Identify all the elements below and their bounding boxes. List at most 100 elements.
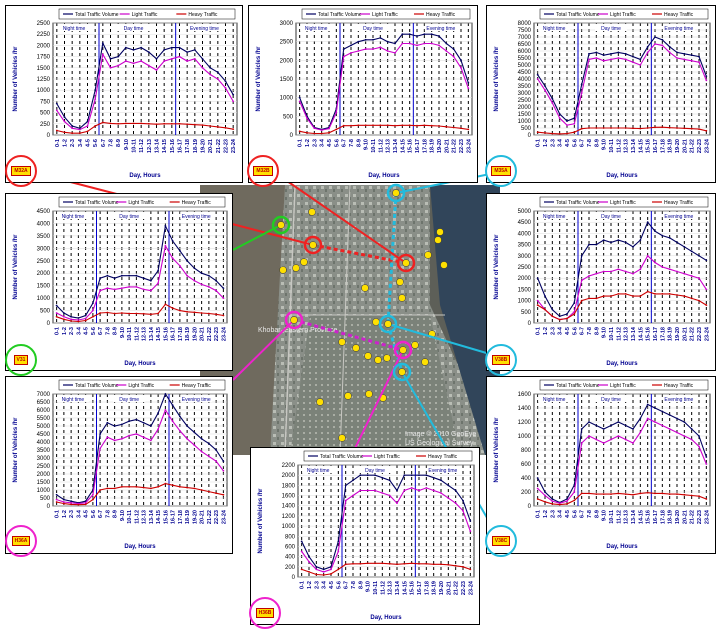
station-tag-label: V38B bbox=[491, 355, 511, 365]
data-point-heavy bbox=[193, 123, 196, 126]
legend bbox=[539, 196, 709, 208]
data-point-total bbox=[705, 456, 708, 458]
data-point-light bbox=[350, 51, 352, 54]
x-tick-label: 13-14 bbox=[631, 509, 637, 524]
series-line-total bbox=[301, 474, 471, 570]
x-tick-label: 8-9 bbox=[116, 139, 122, 147]
x-tick-label: 8-9 bbox=[594, 327, 600, 335]
x-tick-label: 16-17 bbox=[653, 139, 659, 153]
x-tick-label: 20-21 bbox=[682, 139, 688, 153]
period-label: Night time bbox=[543, 26, 566, 32]
data-point-light bbox=[222, 469, 225, 472]
x-tick-label: 7-8 bbox=[349, 139, 355, 147]
data-point-light bbox=[460, 66, 462, 69]
x-tick-label: 8-9 bbox=[356, 139, 362, 147]
y-tick-label: 1400 bbox=[518, 406, 532, 412]
period-label: Night time bbox=[62, 397, 85, 403]
data-point-heavy bbox=[91, 315, 94, 318]
data-point-total bbox=[142, 277, 145, 280]
data-point-light bbox=[624, 58, 627, 61]
station-tag-label: V31 bbox=[13, 355, 29, 365]
station-tag-v38b: V38B bbox=[485, 344, 517, 376]
data-point-light bbox=[113, 288, 116, 291]
y-tick-label: 0 bbox=[292, 575, 296, 581]
x-tick-label: 14-15 bbox=[156, 510, 162, 524]
period-label-bg bbox=[56, 212, 89, 219]
period-label-bg bbox=[426, 466, 459, 473]
data-point-light bbox=[425, 487, 428, 489]
data-point-heavy bbox=[646, 290, 649, 293]
data-point-total bbox=[78, 127, 81, 130]
data-point-light bbox=[142, 288, 145, 291]
data-point-heavy bbox=[705, 129, 708, 132]
data-point-total bbox=[222, 460, 225, 463]
legend-entry: Heavy Traffic bbox=[664, 12, 694, 18]
x-tick-label: 15-16 bbox=[170, 139, 176, 153]
data-point-total bbox=[624, 241, 627, 244]
y-tick-label: 3000 bbox=[518, 254, 532, 260]
y-tick-label: 2000 bbox=[518, 105, 532, 111]
data-point-heavy bbox=[86, 130, 89, 133]
traffic-chart-v31: Night time Day time Evening time Total Traf… bbox=[5, 193, 233, 371]
survey-point bbox=[352, 344, 360, 352]
data-point-heavy bbox=[62, 502, 65, 505]
x-tick-label: 13-14 bbox=[155, 138, 161, 153]
period-label: Evening time bbox=[190, 26, 219, 32]
data-point-total bbox=[71, 125, 74, 127]
period-label-bg bbox=[117, 24, 150, 31]
x-tick-label: 1-2 bbox=[543, 510, 549, 518]
data-point-heavy bbox=[113, 487, 116, 490]
data-point-heavy bbox=[536, 304, 539, 306]
data-point-light bbox=[224, 87, 227, 89]
data-point-light bbox=[344, 499, 347, 502]
data-point-heavy bbox=[322, 574, 325, 576]
data-point-heavy bbox=[588, 492, 590, 495]
x-tick-label: 19-20 bbox=[192, 327, 198, 341]
data-point-total bbox=[558, 113, 561, 115]
series-line-total bbox=[56, 392, 224, 504]
data-point-total bbox=[423, 33, 426, 36]
period-label: Night time bbox=[62, 214, 85, 220]
legend-entry: Heavy Traffic bbox=[664, 383, 694, 389]
data-point-total bbox=[216, 71, 219, 74]
survey-point bbox=[308, 208, 316, 216]
x-tick-label: 4-5 bbox=[84, 327, 90, 335]
data-point-total bbox=[55, 102, 58, 105]
x-tick-label: 21-22 bbox=[452, 139, 458, 153]
y-tick-label: 3000 bbox=[37, 456, 51, 462]
data-point-light bbox=[216, 78, 219, 80]
legend-entry: Light Traffic bbox=[132, 12, 158, 18]
data-point-light bbox=[676, 270, 678, 273]
x-tick-label: 3-4 bbox=[76, 509, 82, 518]
x-tick-label: 19-20 bbox=[439, 581, 445, 595]
series-line-heavy bbox=[299, 124, 469, 135]
data-point-light bbox=[379, 46, 382, 49]
y-tick-label: 2200 bbox=[282, 463, 296, 469]
data-point-total bbox=[551, 308, 554, 311]
x-tick-label: 7-8 bbox=[587, 139, 593, 147]
x-tick-label: 9-10 bbox=[124, 139, 130, 150]
data-point-heavy bbox=[178, 485, 181, 488]
data-point-total bbox=[632, 245, 634, 248]
y-tick-label: 3500 bbox=[37, 234, 51, 240]
data-point-total bbox=[401, 33, 404, 36]
station-point bbox=[290, 316, 298, 324]
x-tick-label: 23-24 bbox=[704, 326, 710, 341]
survey-point bbox=[316, 398, 324, 406]
x-tick-label: 12-13 bbox=[624, 327, 630, 341]
survey-point bbox=[361, 284, 369, 292]
legend-entry: Total Traffic Volume bbox=[75, 383, 119, 389]
data-point-heavy bbox=[690, 127, 693, 130]
series-line-total bbox=[537, 221, 707, 317]
data-point-total bbox=[438, 35, 440, 37]
data-point-total bbox=[337, 540, 340, 543]
data-point-heavy bbox=[200, 312, 203, 314]
station-marker bbox=[284, 310, 304, 330]
data-point-total bbox=[467, 81, 470, 84]
station-marker bbox=[393, 340, 413, 360]
data-point-total bbox=[388, 479, 391, 482]
data-point-heavy bbox=[216, 126, 219, 128]
period-label-bg bbox=[538, 24, 571, 31]
y-tick-label: 1200 bbox=[282, 514, 296, 520]
data-point-light bbox=[322, 571, 325, 573]
